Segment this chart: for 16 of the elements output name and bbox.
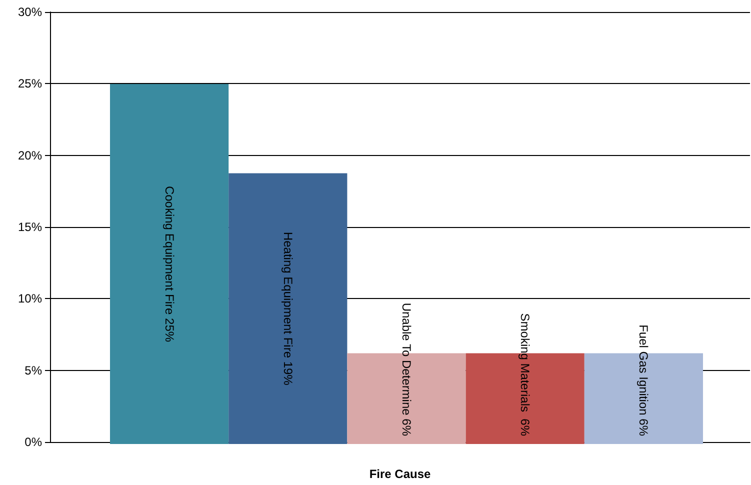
bar [110,84,229,444]
category-label: Fuel Gas Ignition 6% [636,324,651,436]
bar [584,353,703,444]
y-tick-label: 5% [24,363,42,378]
y-tick-label: 10% [18,292,42,306]
category-label: Cooking Equipment Fire 25% [162,186,176,342]
x-axis-title: Fire Cause [369,467,432,481]
bar [228,173,348,444]
y-tick-label: 20% [18,148,42,162]
y-tick-label: 25% [18,76,42,91]
category-label: Smoking Materials 6% [518,313,532,436]
y-tick-label: 30% [18,5,42,19]
category-label: Heating Equipment Fire 19% [280,232,295,386]
category-label: Unable To Determine 6% [400,302,414,436]
y-tick-label: 0% [24,435,42,449]
y-tick-label: 15% [18,220,42,234]
